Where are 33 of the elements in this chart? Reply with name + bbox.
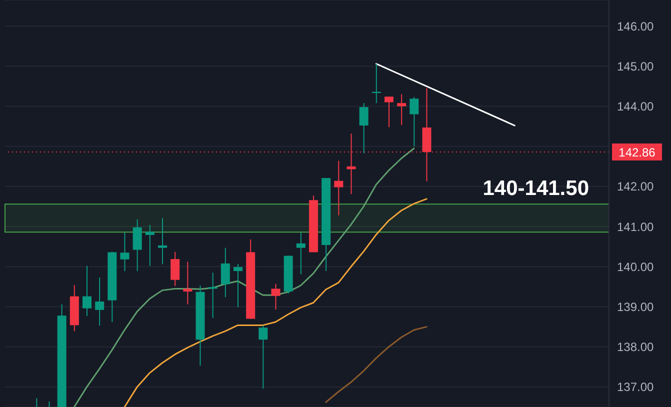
candlestick — [296, 232, 306, 275]
candlestick — [410, 96, 419, 147]
candlestick — [359, 102, 368, 154]
candlestick — [220, 247, 230, 298]
candlestick — [271, 283, 280, 310]
candlestick — [132, 218, 142, 272]
line-series — [124, 198, 428, 407]
band-label: 140-141.50 — [482, 177, 589, 200]
y-tick-label: 142.00 — [617, 180, 654, 194]
y-tick-label: 146.00 — [617, 19, 654, 34]
candlestick — [384, 96, 394, 128]
candlestick — [158, 218, 167, 265]
y-tick-label: 137.00 — [617, 380, 654, 394]
candlestick — [183, 261, 192, 305]
candlestick — [170, 251, 180, 286]
candlestick — [397, 94, 406, 126]
y-tick-label: 145.00 — [617, 59, 654, 74]
y-tick-label: 141.00 — [617, 220, 654, 234]
ref-line-label: 142.86 — [618, 145, 656, 160]
y-tick-label: 139.00 — [617, 300, 654, 314]
candlestick — [258, 325, 268, 390]
candlestick — [145, 224, 154, 266]
y-tick-label: 144.00 — [617, 100, 654, 114]
candlestick — [334, 160, 344, 216]
candlestick — [234, 263, 242, 308]
line-series — [73, 148, 415, 407]
candlestick — [95, 276, 104, 326]
y-tick-label: 138.00 — [617, 340, 654, 354]
candlestick — [120, 232, 130, 272]
y-tick-label: 140.00 — [617, 260, 654, 274]
candlestick — [82, 265, 92, 316]
candlestick — [208, 272, 218, 318]
line-series — [325, 326, 428, 403]
